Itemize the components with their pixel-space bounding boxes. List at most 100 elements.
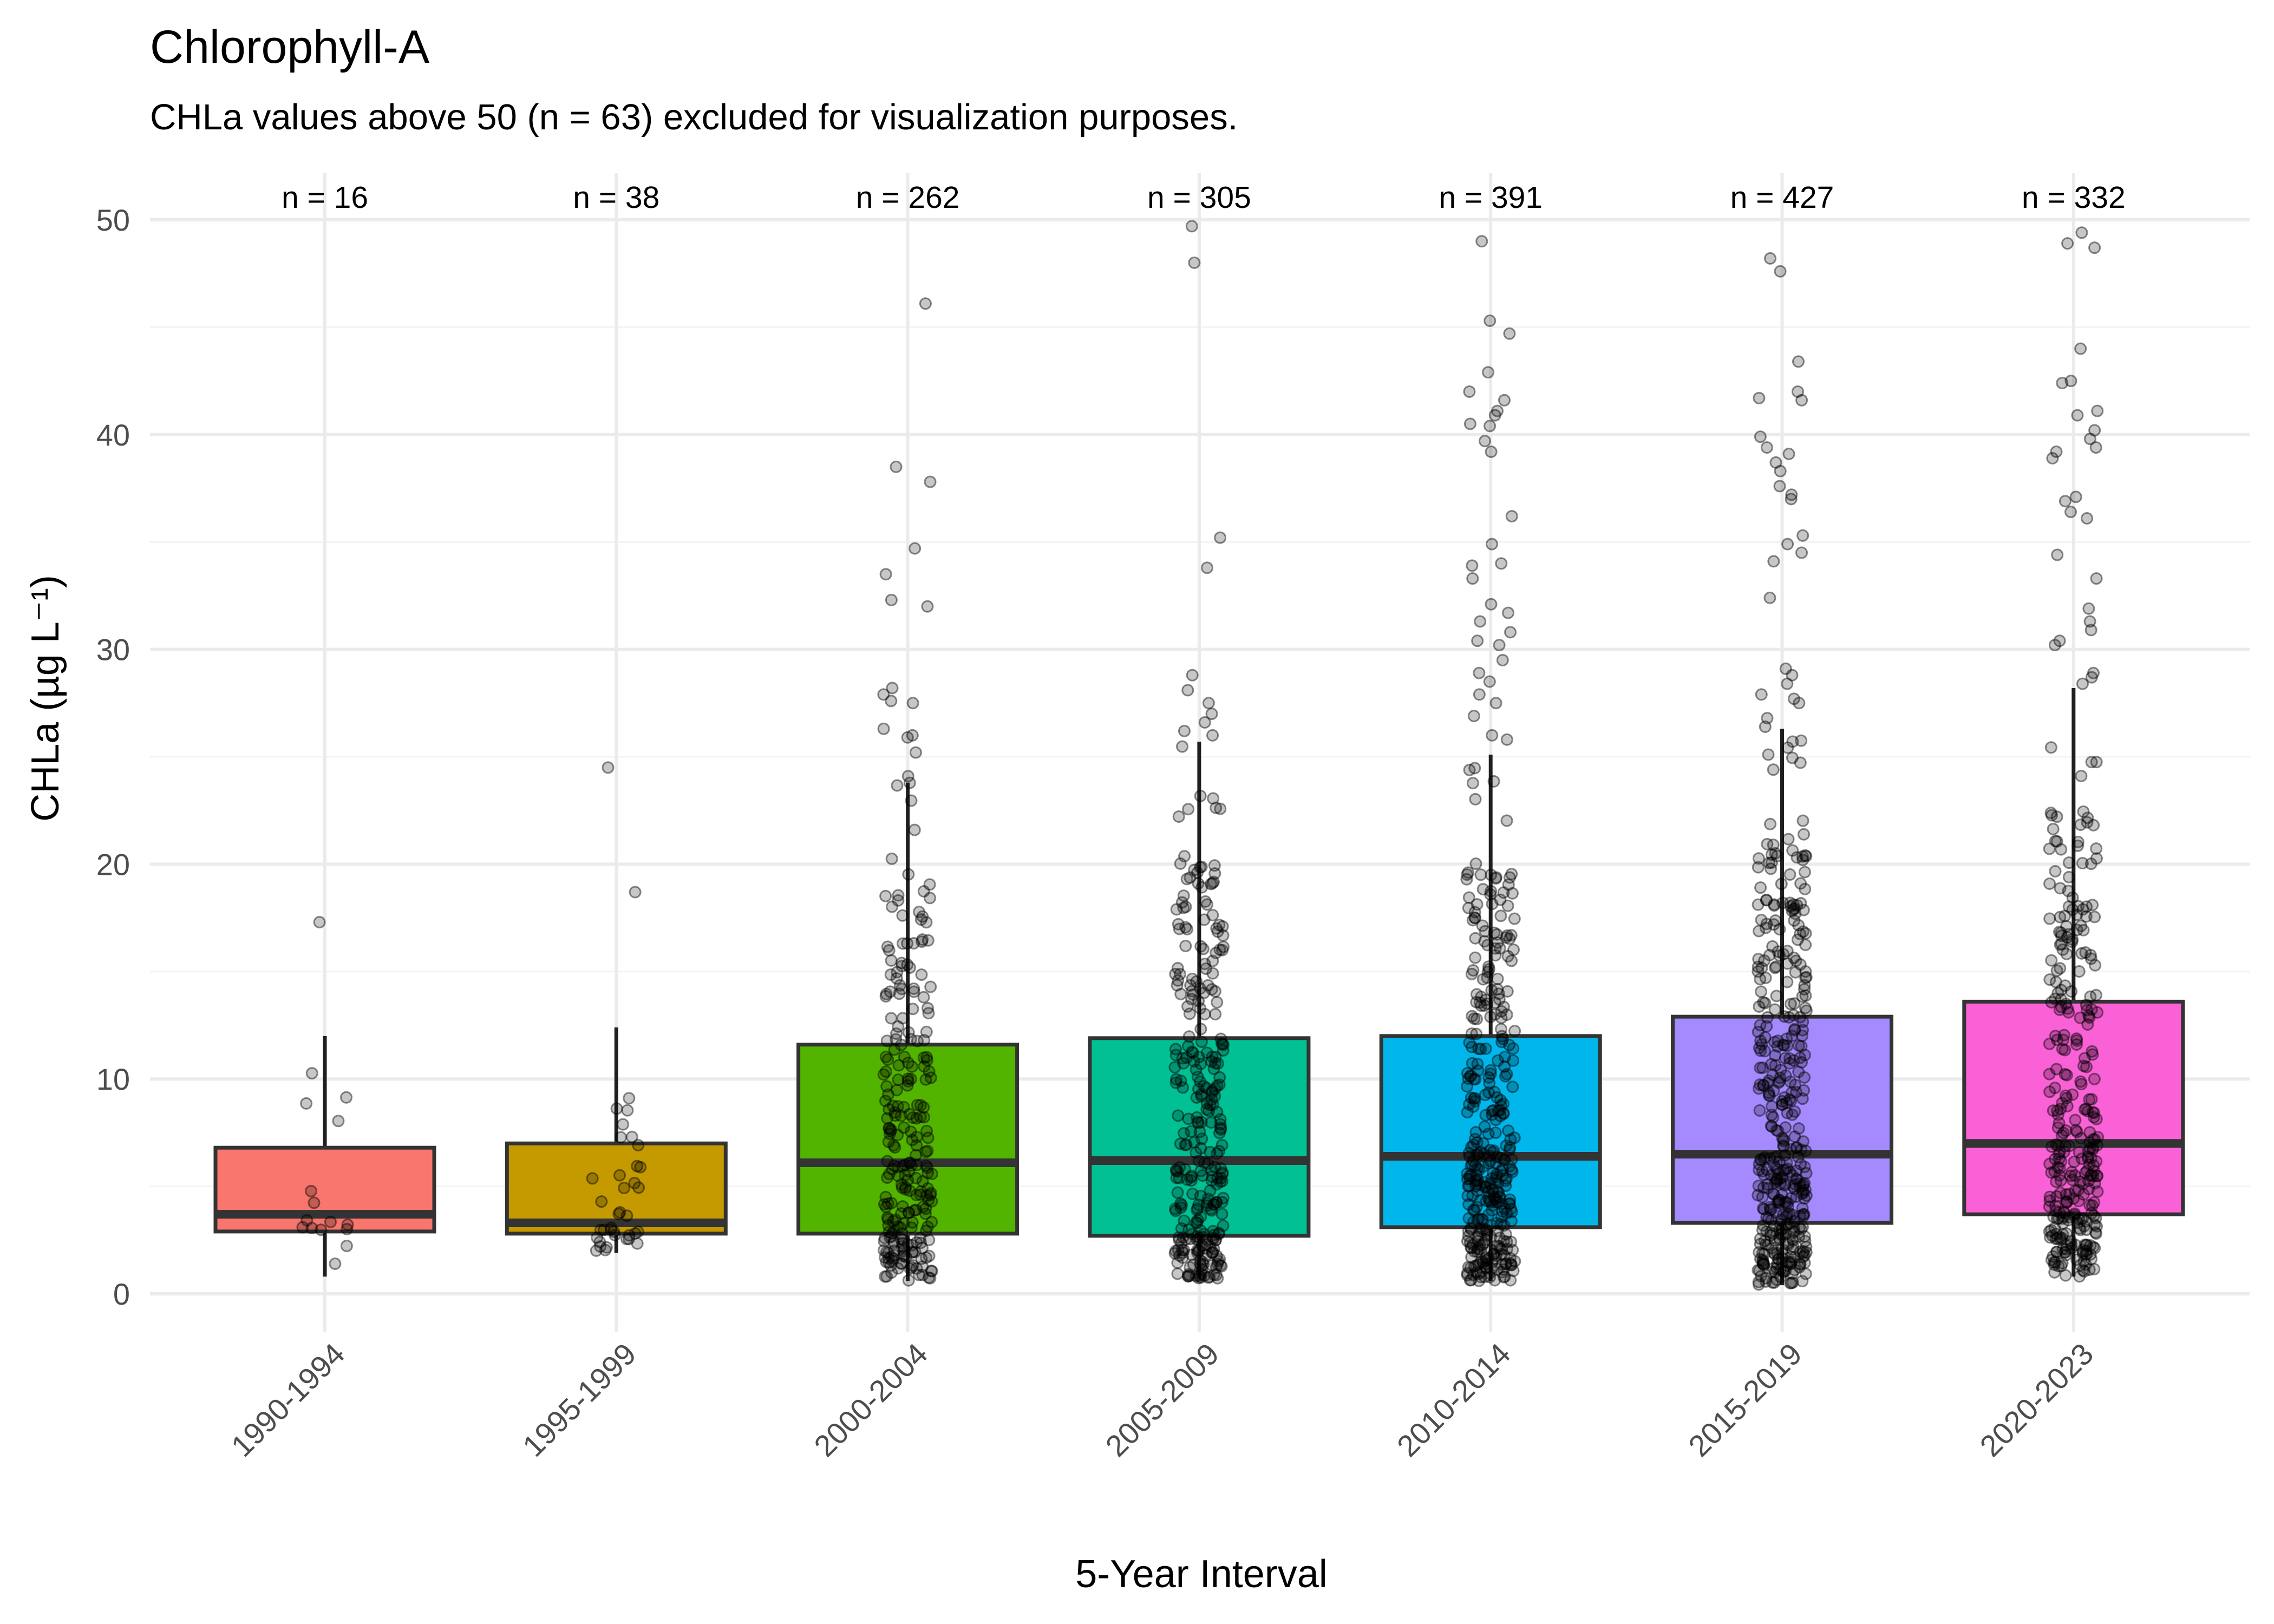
data-point xyxy=(1470,1148,1483,1161)
data-point xyxy=(910,1130,923,1143)
data-point xyxy=(1174,1201,1187,1214)
data-point xyxy=(1787,692,1800,705)
data-point xyxy=(2074,342,2087,355)
data-point xyxy=(1470,1266,1483,1279)
data-point xyxy=(2055,1000,2068,1013)
data-point xyxy=(1187,1258,1200,1271)
data-point xyxy=(2045,996,2058,1009)
data-point xyxy=(2089,1226,2102,1239)
data-point xyxy=(2083,1136,2096,1149)
data-point xyxy=(2075,919,2088,932)
data-point xyxy=(1796,1179,1809,1192)
data-point xyxy=(1776,1227,1789,1240)
data-point xyxy=(2062,885,2075,898)
data-point xyxy=(1756,1258,1769,1271)
data-point xyxy=(1784,900,1797,913)
data-point xyxy=(1790,1190,1803,1203)
data-point xyxy=(1211,1258,1224,1271)
data-point xyxy=(1799,1144,1812,1157)
data-point xyxy=(1461,1106,1474,1119)
data-point xyxy=(1491,936,1504,949)
y-tick-label: 10 xyxy=(96,1062,130,1096)
data-point xyxy=(890,972,903,985)
data-point xyxy=(2057,1033,2070,1046)
data-point xyxy=(2047,1250,2060,1263)
data-point xyxy=(1213,1127,1226,1140)
data-point xyxy=(1769,1206,1782,1219)
data-point xyxy=(1798,983,1811,996)
data-point xyxy=(1754,1061,1767,1074)
data-point xyxy=(2056,1217,2069,1230)
box-2005-2009 xyxy=(1088,742,1311,1279)
data-point xyxy=(882,1135,895,1148)
data-point xyxy=(305,1067,318,1080)
data-point xyxy=(1479,1089,1492,1102)
data-point xyxy=(1206,909,1219,922)
data-point xyxy=(1184,1233,1197,1246)
data-point xyxy=(881,1155,894,1168)
data-point xyxy=(1468,1095,1481,1108)
data-point xyxy=(1499,1228,1512,1241)
data-point xyxy=(882,1252,895,1265)
data-point xyxy=(879,1190,892,1203)
data-point xyxy=(2055,1155,2068,1168)
data-point xyxy=(1178,724,1191,737)
data-point xyxy=(2053,1206,2066,1219)
data-point xyxy=(1471,1213,1484,1226)
data-point xyxy=(895,1258,908,1271)
points-2000-2004 xyxy=(877,297,938,1287)
data-point xyxy=(340,1240,353,1253)
data-point xyxy=(599,1243,612,1256)
data-point xyxy=(1791,899,1803,912)
data-point xyxy=(1769,1266,1782,1279)
data-point xyxy=(2059,1089,2072,1102)
data-point xyxy=(1203,1271,1216,1284)
data-point xyxy=(2077,1059,2090,1072)
data-point xyxy=(1787,1234,1800,1247)
data-point xyxy=(1208,867,1221,880)
data-point xyxy=(1472,1148,1485,1161)
data-point xyxy=(1800,1246,1813,1259)
data-point xyxy=(881,1213,894,1226)
data-point xyxy=(1787,1226,1800,1239)
data-point xyxy=(1781,1236,1794,1249)
data-point xyxy=(1752,965,1765,978)
data-point xyxy=(925,1265,938,1278)
data-point xyxy=(1462,1180,1475,1193)
data-point xyxy=(906,1003,919,1016)
data-point xyxy=(1787,1240,1800,1253)
data-point xyxy=(905,1159,918,1172)
data-point xyxy=(1174,1197,1187,1210)
data-point xyxy=(2064,506,2077,519)
data-point xyxy=(1210,1196,1223,1209)
data-point xyxy=(922,1131,935,1144)
data-point xyxy=(632,1181,645,1194)
data-point xyxy=(922,934,935,947)
data-point xyxy=(897,1233,910,1246)
box-body xyxy=(1088,1036,1311,1238)
data-point xyxy=(1505,1259,1518,1272)
data-point xyxy=(1489,697,1502,710)
data-point xyxy=(912,1268,925,1281)
data-point xyxy=(2048,1256,2061,1269)
data-point xyxy=(1175,1244,1188,1257)
data-point xyxy=(1487,1190,1500,1203)
data-point xyxy=(340,1091,353,1104)
data-point xyxy=(2043,1194,2056,1207)
data-point xyxy=(1769,847,1782,860)
data-point xyxy=(1488,996,1501,1009)
data-point xyxy=(1190,1063,1203,1076)
data-point xyxy=(1474,615,1487,628)
data-point xyxy=(879,1270,892,1283)
data-point xyxy=(1209,1057,1222,1070)
data-point xyxy=(1487,1248,1500,1261)
data-point xyxy=(1756,1223,1769,1236)
data-point xyxy=(1498,394,1511,407)
data-point xyxy=(1480,1258,1493,1271)
data-point xyxy=(2062,1006,2075,1019)
data-point xyxy=(1765,1169,1778,1182)
data-point xyxy=(2087,1111,2100,1124)
data-point xyxy=(1752,1025,1765,1038)
data-point xyxy=(1790,1172,1803,1185)
data-point xyxy=(1787,1215,1800,1228)
